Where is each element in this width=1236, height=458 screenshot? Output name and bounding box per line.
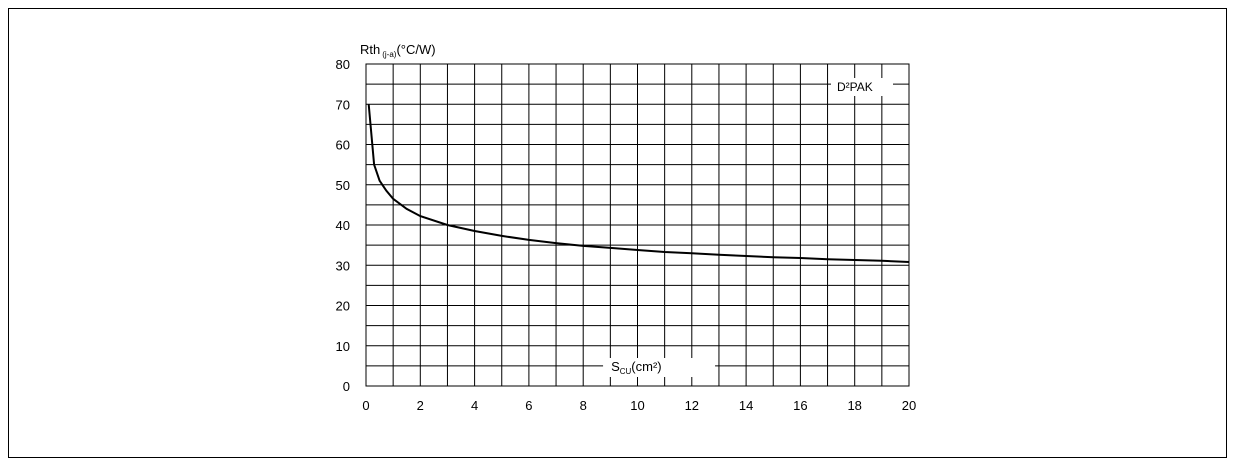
x-tick-label: 20 xyxy=(902,398,916,413)
tick-labels: 0 2 4 6 8 10 12 14 16 18 20 0 10 20 30 40 50 60 70 80 xyxy=(336,57,917,413)
x-axis-label-unit: (cm²) xyxy=(631,359,661,374)
figure-frame: 0 2 4 6 8 10 12 14 16 18 20 0 10 20 30 40 50 60 70 80 D²PAK… xyxy=(8,8,1227,458)
y-tick-label: 10 xyxy=(336,339,350,354)
y-tick-label: 50 xyxy=(336,178,350,193)
y-tick-label: 30 xyxy=(336,258,350,273)
x-tick-label: 18 xyxy=(847,398,861,413)
x-tick-label: 6 xyxy=(525,398,532,413)
y-axis-label-main: Rth xyxy=(360,42,380,57)
x-tick-label: 8 xyxy=(580,398,587,413)
x-tick-label: 12 xyxy=(685,398,699,413)
x-axis-label-sub: CU xyxy=(620,367,632,376)
y-axis-label-unit: (°C/W) xyxy=(396,42,435,57)
y-tick-label: 70 xyxy=(336,97,350,112)
thermal-resistance-chart: 0 2 4 6 8 10 12 14 16 18 20 0 10 20 30 40 50 60 70 80 D²PAK… xyxy=(336,42,917,413)
y-axis-label-sub: (j-a) xyxy=(382,50,397,59)
y-tick-label: 40 xyxy=(336,218,350,233)
x-axis-label: SCU(cm²) xyxy=(611,359,662,376)
y-axis-label: Rth (j-a)(°C/W) xyxy=(360,42,436,59)
legend-label: D²PAK xyxy=(837,80,873,94)
x-tick-label: 10 xyxy=(630,398,644,413)
y-tick-label: 20 xyxy=(336,299,350,314)
x-tick-label: 2 xyxy=(417,398,424,413)
legend-background xyxy=(831,78,893,96)
x-tick-label: 16 xyxy=(793,398,807,413)
rth-curve xyxy=(367,104,910,263)
y-tick-label: 0 xyxy=(343,379,350,394)
y-tick-label: 80 xyxy=(336,57,350,72)
plot-border xyxy=(365,63,910,387)
x-tick-label: 14 xyxy=(739,398,753,413)
x-axis-label-background xyxy=(603,358,716,377)
y-tick-label: 60 xyxy=(336,138,350,153)
x-axis-label-main: S xyxy=(611,359,620,374)
x-tick-label: 0 xyxy=(362,398,369,413)
x-tick-label: 4 xyxy=(471,398,478,413)
